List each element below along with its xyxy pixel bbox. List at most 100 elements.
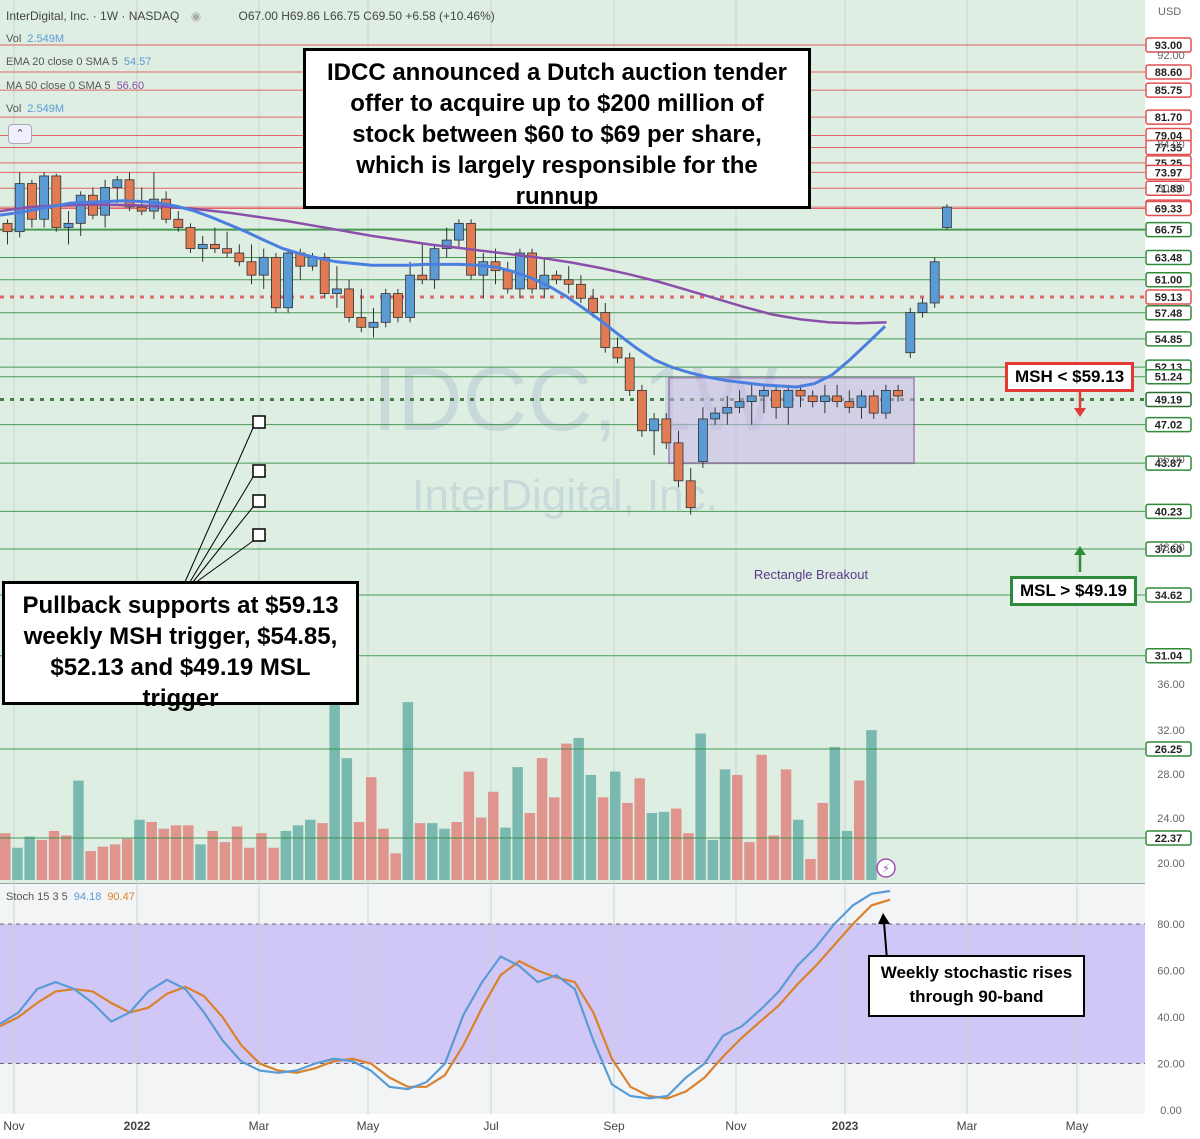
volume-bar [24,836,35,880]
candle-body [661,418,672,444]
candle-body [368,321,379,328]
level-label-box [1145,82,1192,98]
support-marker [252,415,266,429]
volume-bar [109,844,121,880]
candle-body [734,401,745,408]
watermark-name: InterDigital, Inc. [412,471,718,520]
legend-ma50[interactable]: MA 50 close 0 SMA 5 56.60 [6,80,144,92]
level-label: 31.04 [1155,651,1183,663]
volume-bar [756,754,767,880]
level-label: 77.35 [1155,143,1183,155]
price-tick-label: 28.00 [1157,769,1185,781]
volume-bar [170,825,182,880]
candle-body [380,293,391,323]
candle-body [63,222,74,228]
time-axis-label: Nov [3,1119,24,1133]
volume-bar [268,847,279,880]
candle-body [441,239,452,250]
candle-body [173,218,184,228]
support-pointer [189,476,254,583]
legend-volume[interactable]: Vol 2.549M [6,33,64,45]
level-label: 51.24 [1155,372,1183,384]
level-label: 93.00 [1155,40,1183,52]
level-label-box [1145,541,1192,557]
volume-bar [622,802,633,880]
candle-body [807,395,818,403]
time-axis [0,1114,1200,1139]
volume-bar [207,830,218,880]
volume-bar [329,662,340,880]
volume-bar [549,797,560,880]
volume-bar [695,733,706,880]
legend-label: Vol [6,33,22,45]
symbol-title[interactable]: InterDigital, Inc. · 1W · NASDAQ [6,9,180,23]
price-tick-label: 24.00 [1157,813,1185,825]
candle-body [405,274,416,318]
candle-body [270,256,281,309]
legend-stoch[interactable]: Stoch 15 3 5 94.18 90.47 [6,891,135,903]
candle-body [771,389,781,408]
volume-bar [36,839,48,880]
candle-body [563,279,574,285]
volume-bar [500,827,511,880]
level-label: 79.04 [1155,131,1183,143]
time-axis-label: Mar [957,1119,978,1133]
volume-bar [85,851,96,880]
candle-body [26,183,37,220]
volume-bar [378,828,389,880]
currency-label[interactable]: USD [1158,6,1182,18]
candle-body [637,389,647,432]
volume-bar [866,730,877,880]
candle-body [820,395,830,403]
level-label-box [1145,587,1192,603]
candle-body [209,243,220,250]
legend-ema20[interactable]: EMA 20 close 0 SMA 5 54.57 [6,56,151,68]
volume-bar [524,813,536,880]
level-label: 73.97 [1155,167,1183,179]
legend-volume-2[interactable]: Vol 2.549M [6,103,64,115]
candle-body [234,252,245,263]
volume-bar [48,830,60,880]
collapse-legend-button[interactable]: ⌃ [8,124,32,144]
volume-bar [573,737,584,880]
time-axis-label: 2023 [832,1119,859,1133]
volume-bar [366,777,377,880]
level-label-box [1145,305,1192,321]
candle-body [600,312,611,348]
level-label: 59.13 [1155,292,1183,304]
volume-bar [585,774,597,880]
level-label: 37.60 [1155,544,1183,556]
volume-bar [61,835,72,880]
annotation-stochastic: Weekly stochastic rises through 90-band [868,955,1085,1017]
candle-body [649,418,659,432]
level-label: 71.89 [1155,183,1183,195]
price-tick-label: 48.00 [1157,542,1185,554]
eye-icon[interactable]: ◉ [190,9,202,23]
msh-arrowhead [1074,408,1086,417]
level-label: 49.19 [1155,394,1183,406]
level-label: 22.37 [1155,833,1183,845]
stoch-d-value: 90.47 [107,891,135,903]
msh-trigger-label: MSH < $59.13 [1005,362,1135,392]
candle-body [283,252,294,309]
ema20-line [0,199,887,389]
level-label-box [1145,249,1192,266]
candle-body [698,418,708,462]
volume-bar [427,823,438,880]
legend-label: Vol [6,103,22,115]
candle-body [905,312,916,354]
volume-bar [719,769,731,880]
candle-body [356,317,367,328]
volume-bar [732,774,743,880]
volume-bar [317,823,328,880]
candle-body [331,288,342,294]
stoch-d-line [0,898,891,1100]
stoch-tick-label: 20.00 [1157,1059,1185,1071]
candle-body [344,288,355,318]
level-label: 81.70 [1155,112,1183,124]
volume-bar [158,828,170,880]
volume-bar [134,819,145,880]
support-pointer [192,506,254,583]
stoch-k-value: 94.18 [73,891,102,903]
volume-bar [841,830,853,880]
